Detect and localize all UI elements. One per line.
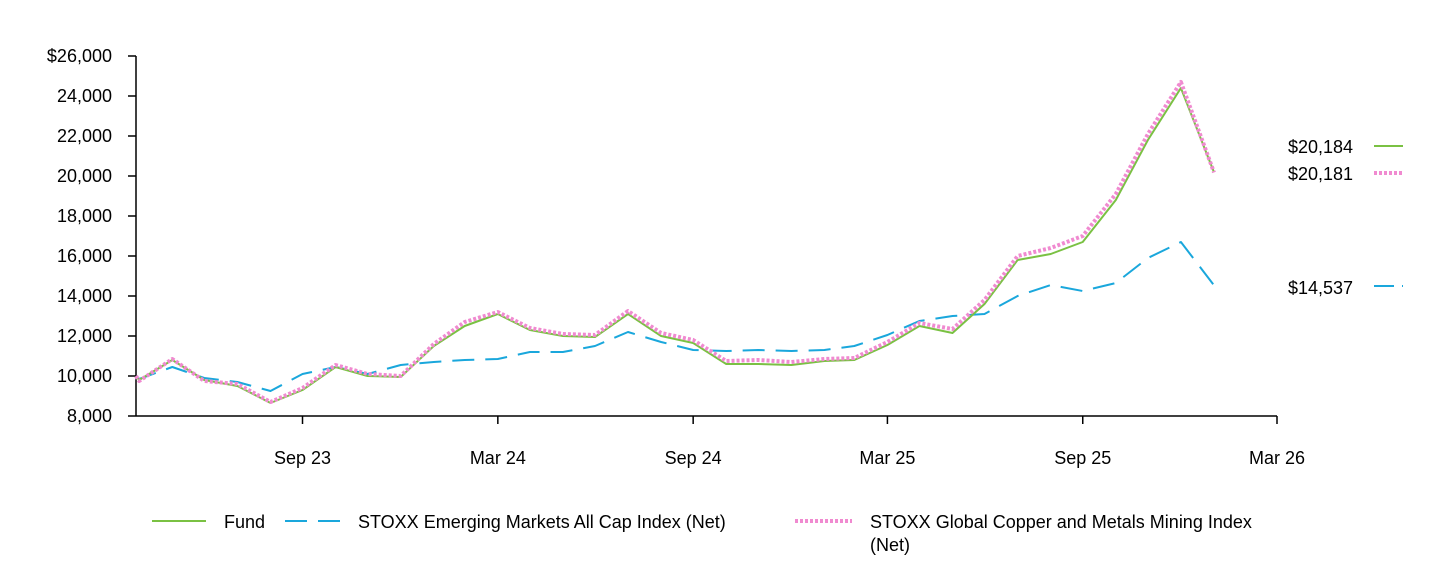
y-tick-label: 20,000 [57,166,112,186]
legend-label: STOXX Global Copper and Metals Mining In… [870,512,1257,555]
y-tick-label: 8,000 [67,406,112,426]
series-line-copper-metals-index [134,80,1216,404]
y-tick-label: 22,000 [57,126,112,146]
legend-label: Fund [224,512,265,532]
y-tick-label: 10,000 [57,366,112,386]
x-tick-label: Sep 24 [665,448,722,468]
y-axis: 8,000 10,000 12,000 14,000 16,000 18,000 20,00… [47,46,137,426]
y-tick-label: 24,000 [57,86,112,106]
end-value-label: $14,537 [1288,278,1353,298]
x-tick-label: Mar 26 [1249,448,1305,468]
y-tick-label: 12,000 [57,326,112,346]
legend-label: STOXX Emerging Markets All Cap Index (Ne… [358,512,726,532]
x-axis: Sep 23 Mar 24 Sep 24 Mar 25 Sep 25 Mar 26 [136,415,1305,468]
x-tick-label: Mar 24 [470,448,526,468]
x-tick-label: Sep 23 [274,448,331,468]
y-tick-label: 16,000 [57,246,112,266]
x-tick-label: Sep 25 [1054,448,1111,468]
x-tick-label: Mar 25 [859,448,915,468]
y-tick-label: 14,000 [57,286,112,306]
y-tick-label: 18,000 [57,206,112,226]
end-labels: $20,184 $14,537 $20,181 [1288,137,1403,298]
series-lines [134,80,1216,404]
series-line-emerging-markets-index [135,241,1215,392]
end-value-label: $20,181 [1288,164,1353,184]
series-line-fund [135,87,1215,404]
legend: Fund STOXX Emerging Markets All Cap Index… [152,512,1257,555]
y-tick-label: $26,000 [47,46,112,66]
end-value-label: $20,184 [1288,137,1353,157]
